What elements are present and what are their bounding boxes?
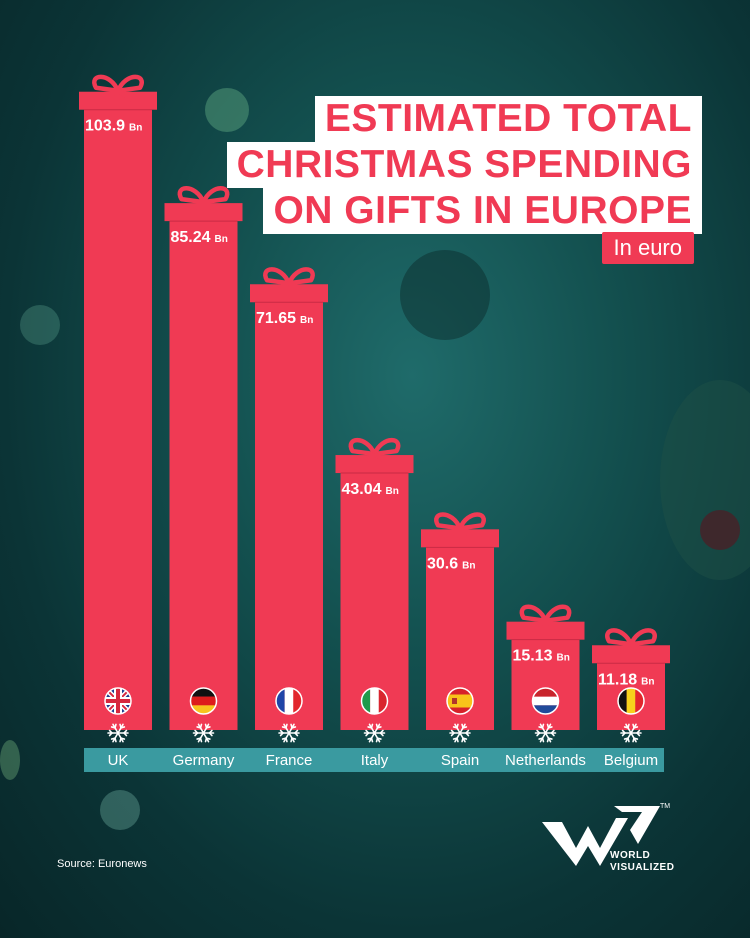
bar-lid [164,203,243,222]
category-label: Netherlands [505,752,586,769]
bar-lid [592,645,670,664]
category-label: Spain [441,752,479,769]
unit-badge: In euro [601,232,694,264]
gift-bow-icon [177,186,230,214]
source-note: Source: Euronews [57,858,147,870]
bar [169,221,238,731]
snowflake-icon [278,723,300,743]
category-label-strip [84,748,664,772]
chart-title-line-2: CHRISTMAS SPENDING [226,142,702,188]
bar-group-netherlands: 15.13 Bn Netherlands [505,604,586,769]
bar-value-label: 30.6 Bn [427,555,475,572]
category-label: UK [108,752,129,769]
category-label: Germany [173,752,235,769]
background-bokeh [660,380,750,580]
category-label: France [266,752,313,769]
category-label: Belgium [604,752,658,769]
bar-lid [506,621,585,640]
background-bokeh [100,790,140,830]
bar-lid [250,284,328,303]
background-bokeh [700,510,740,550]
bar [255,302,323,730]
bar-value-label: 15.13 Bn [513,648,570,665]
brand-name: WORLD VISUALIZED [610,850,674,874]
background-bokeh [400,250,490,340]
snowflake-icon [192,723,215,743]
bar [511,639,580,730]
snowflake-icon [534,723,557,743]
bar-group-spain: 30.6 Bn Spain [421,512,499,769]
background-bokeh [0,740,20,780]
snowflake-icon [449,723,471,743]
bar-value-label: 11.18 Bn [598,671,655,688]
snowflake-icon [620,723,642,743]
category-label: Italy [361,752,389,769]
bar-group-belgium: 11.18 Bn Belgium [592,628,670,769]
chart-title-line-3: ON GIFTS IN EUROPE [263,188,702,234]
gift-bow-icon [605,628,657,656]
bar-lid [335,455,414,474]
bar [84,109,152,731]
gift-bow-icon [434,512,486,540]
svg-text:TM: TM [660,803,670,810]
bar-group-uk: 103.9 Bn UK [79,74,157,769]
bar-value-label: 85.24 Bn [171,229,228,246]
bar-group-germany: 85.24 Bn Germany [164,186,243,769]
snowflake-icon [363,723,386,743]
brand-line-2: VISUALIZED [610,862,675,873]
bar [340,473,409,730]
bar-group-france: 71.65 Bn France [250,267,328,769]
snowflake-icon [107,723,129,743]
bar-value-label: 43.04 Bn [342,481,399,498]
gift-bow-icon [348,437,401,465]
bar-group-italy: 43.04 Bn Italy [335,437,414,769]
bar-lid [421,529,499,548]
gift-bow-icon [263,267,315,295]
background-bokeh [205,88,249,132]
bar-value-label: 103.9 Bn [85,118,142,135]
background-bokeh [20,305,60,345]
chart-title-line-1: ESTIMATED TOTAL [314,96,702,142]
bar-value-label: 71.65 Bn [256,310,313,327]
gift-bow-icon [92,74,144,102]
world-visualized-logo-icon: TM [542,803,670,866]
bar-lid [79,91,157,110]
brand-line-1: WORLD [610,850,651,861]
gift-bow-icon [519,604,572,632]
